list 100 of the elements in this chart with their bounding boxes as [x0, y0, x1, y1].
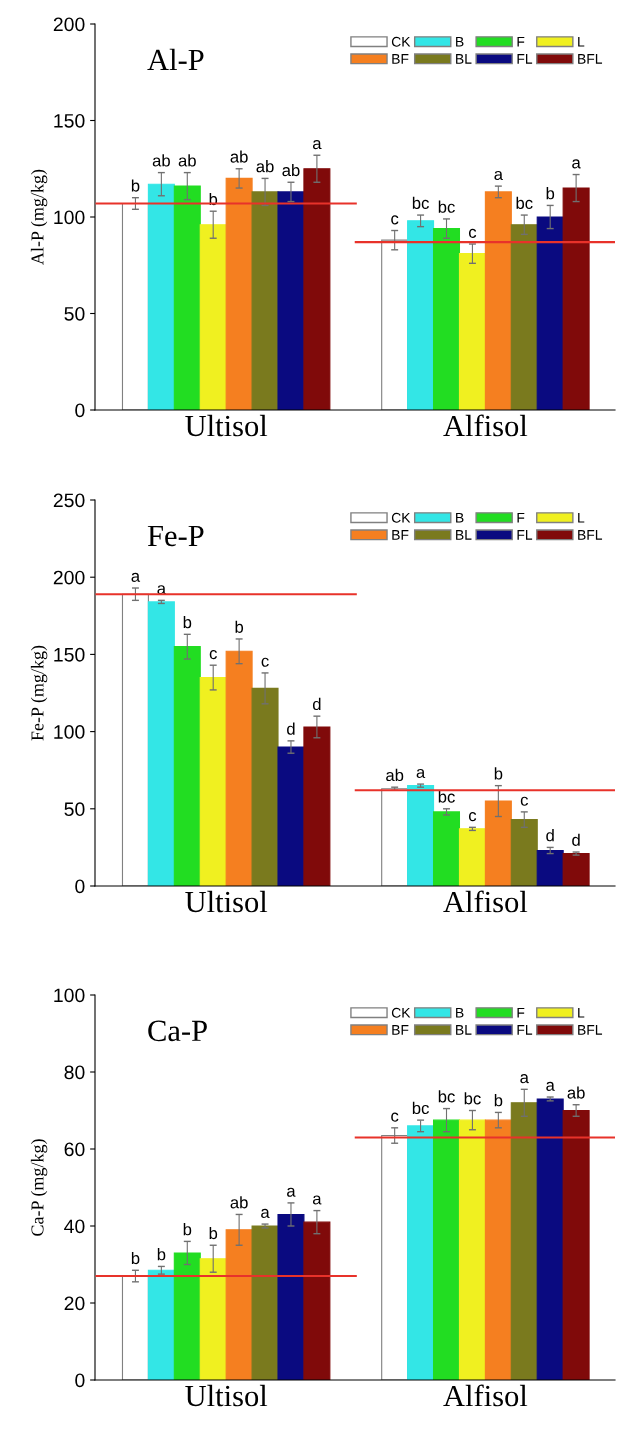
data-label: ab	[230, 1196, 248, 1209]
legend-label: CK	[391, 36, 411, 47]
bar	[381, 239, 409, 410]
data-label: b	[235, 620, 244, 633]
data-label: b	[131, 179, 140, 192]
text: Ca-P	[148, 1020, 207, 1042]
data-label: a	[261, 1208, 270, 1218]
data-label: c	[391, 215, 399, 225]
bar	[407, 220, 435, 410]
bar	[458, 828, 486, 886]
y-tick-label: 50	[64, 306, 85, 321]
y-axis-title: Ca-P (mg/kg)	[30, 1139, 48, 1236]
data-label: c	[391, 1112, 399, 1122]
legend-label: L	[578, 1008, 585, 1018]
data-label: a	[312, 1195, 322, 1205]
data-label: a	[520, 1074, 529, 1084]
bar	[199, 677, 227, 886]
legend-label: BF	[392, 1025, 409, 1035]
data-label: b	[183, 616, 192, 629]
bar	[562, 187, 590, 410]
data-label: bc	[412, 1101, 429, 1115]
data-label: bc	[438, 790, 455, 803]
legend-label: F	[517, 513, 525, 523]
y-tick-label: 80	[64, 1065, 85, 1080]
bar	[536, 849, 564, 886]
data-label: b	[209, 1226, 218, 1240]
legend-label: FL	[517, 530, 533, 540]
data-label: c	[468, 812, 477, 822]
y-tick-label: 100	[54, 988, 85, 1003]
legend-label: BL	[456, 54, 472, 64]
legend-label: FL	[517, 54, 533, 64]
data-label: bc	[438, 1090, 455, 1103]
y-tick-label: 60	[64, 1142, 85, 1157]
bar	[225, 650, 253, 886]
legend-label: BF	[392, 54, 409, 64]
bar	[536, 1098, 564, 1380]
data-label: b	[494, 767, 503, 780]
bar	[173, 646, 201, 886]
data-label: a	[287, 1187, 296, 1197]
y-tick-label: 100	[54, 725, 85, 739]
legend-label: L	[578, 513, 585, 523]
bar	[303, 168, 331, 410]
data-label: a	[157, 585, 166, 595]
x-tick-label: Alfisol	[443, 414, 528, 437]
y-tick-label: 200	[53, 570, 85, 585]
data-label: c	[209, 650, 217, 660]
data-label: d	[287, 722, 295, 735]
bar	[147, 1269, 175, 1380]
bar	[147, 183, 175, 410]
legend-label: B	[456, 1008, 464, 1018]
bar	[510, 819, 538, 886]
y-axis-title: Al-P (mg/kg)	[30, 169, 48, 265]
bar	[381, 788, 409, 886]
legend-label: BFL	[578, 54, 603, 64]
bar	[432, 228, 461, 410]
bar	[562, 853, 590, 886]
bar	[432, 1119, 461, 1380]
bar	[147, 601, 175, 886]
data-label: ab	[386, 768, 404, 782]
bar	[277, 191, 305, 410]
data-label: c	[520, 796, 528, 806]
legend-label: CK	[391, 1007, 411, 1018]
data-label: b	[157, 1248, 166, 1261]
text: Al-P	[147, 48, 204, 70]
y-tick-label: 250	[53, 493, 85, 508]
bar	[277, 746, 305, 886]
bar	[225, 177, 253, 410]
y-tick-label: 200	[53, 17, 85, 32]
data-label: d	[312, 697, 321, 711]
data-label: ab	[256, 160, 274, 173]
data-label: b	[131, 1251, 140, 1265]
data-label: bc	[516, 196, 533, 209]
legend-label: BL	[456, 530, 472, 540]
y-axis-title: Fe-P (mg/kg)	[30, 645, 48, 741]
legend-label: F	[517, 37, 525, 47]
x-tick-label: Ultisol	[185, 1384, 268, 1407]
legend-label: F	[517, 1008, 525, 1018]
data-label: a	[416, 768, 426, 779]
x-tick-label: Ultisol	[185, 890, 268, 913]
y-tick-label: 0	[75, 879, 85, 894]
bar	[484, 800, 512, 886]
text: Fe-P	[147, 525, 204, 547]
y-tick-label: 0	[75, 1373, 85, 1388]
y-tick-label: 0	[75, 403, 85, 418]
bar	[303, 1221, 331, 1380]
bar	[225, 1229, 253, 1380]
data-label: a	[312, 140, 322, 150]
bar	[562, 1109, 590, 1380]
bar	[510, 224, 538, 410]
data-label: ab	[230, 150, 248, 163]
data-label: ab	[282, 163, 300, 177]
data-label: ab	[178, 154, 196, 167]
bar	[173, 185, 201, 410]
x-tick-label: Ultisol	[185, 414, 268, 437]
legend-label: FL	[517, 1025, 533, 1035]
bar	[432, 811, 461, 886]
y-tick-label: 50	[64, 802, 85, 817]
data-label: bc	[438, 200, 455, 213]
legend-label: BF	[392, 530, 409, 540]
bar	[173, 1252, 201, 1380]
